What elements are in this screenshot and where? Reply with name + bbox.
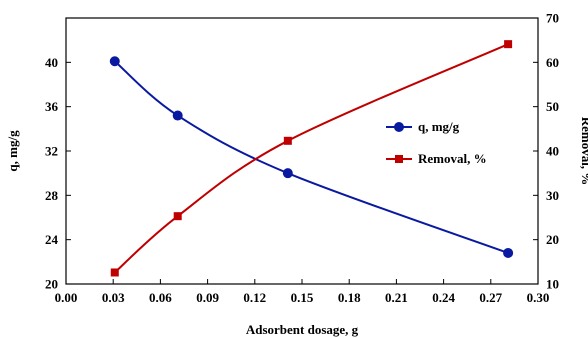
data-point-q bbox=[172, 110, 183, 121]
x-tick-label: 0.27 bbox=[479, 290, 502, 305]
x-tick-label: 0.15 bbox=[291, 290, 314, 305]
y-right-tick-label: 20 bbox=[546, 232, 559, 247]
y-right-tick-label: 60 bbox=[546, 55, 559, 70]
x-axis: 0.00 0.03 0.06 0.09 0.12 0.15 0.18 0.21 0.24 0.27… bbox=[55, 279, 550, 305]
y-axis-left-title: q, mg/g bbox=[5, 130, 20, 172]
legend-label-removal: Removal, % bbox=[418, 151, 487, 166]
y-axis-right-title: Removal, % bbox=[579, 117, 588, 186]
x-tick-label: 0.24 bbox=[432, 290, 455, 305]
data-point-removal bbox=[173, 212, 182, 221]
y-axis-right: 10 20 30 40 50 60 70 bbox=[533, 11, 559, 292]
y-left-tick-label: 28 bbox=[45, 188, 59, 203]
data-point-q bbox=[282, 168, 293, 179]
x-tick-label: 0.18 bbox=[338, 290, 361, 305]
legend-label-q: q, mg/g bbox=[418, 119, 460, 134]
y-left-tick-label: 40 bbox=[45, 55, 58, 70]
x-axis-title: Adsorbent dosage, g bbox=[246, 322, 359, 337]
y-left-tick-label: 20 bbox=[45, 277, 58, 292]
series-line-q bbox=[114, 60, 509, 254]
data-point-q bbox=[109, 56, 120, 67]
y-axis-left: 20 24 28 32 36 40 bbox=[45, 55, 71, 292]
x-tick-label: 0.30 bbox=[527, 290, 550, 305]
x-tick-label: 0.06 bbox=[149, 290, 172, 305]
y-left-tick-label: 36 bbox=[45, 99, 59, 114]
legend: q, mg/g Removal, % bbox=[386, 119, 487, 166]
legend-marker-q bbox=[394, 122, 404, 132]
series-layer bbox=[109, 40, 514, 277]
series-line-removal bbox=[114, 43, 509, 274]
y-right-tick-label: 10 bbox=[546, 277, 559, 292]
y-left-tick-label: 32 bbox=[45, 144, 58, 159]
y-left-tick-label: 24 bbox=[45, 232, 59, 247]
y-right-tick-label: 30 bbox=[546, 188, 559, 203]
data-point-removal bbox=[504, 40, 513, 49]
x-tick-label: 0.09 bbox=[196, 290, 219, 305]
x-tick-label: 0.03 bbox=[102, 290, 125, 305]
data-point-removal bbox=[283, 136, 292, 145]
y-right-tick-label: 40 bbox=[546, 144, 559, 159]
y-right-tick-label: 70 bbox=[546, 11, 559, 26]
y-right-tick-label: 50 bbox=[546, 99, 559, 114]
x-tick-label: 0.00 bbox=[55, 290, 78, 305]
data-point-removal bbox=[110, 268, 119, 277]
x-tick-label: 0.21 bbox=[385, 290, 408, 305]
x-tick-label: 0.12 bbox=[243, 290, 266, 305]
data-point-q bbox=[503, 247, 514, 258]
legend-marker-removal bbox=[395, 155, 403, 163]
